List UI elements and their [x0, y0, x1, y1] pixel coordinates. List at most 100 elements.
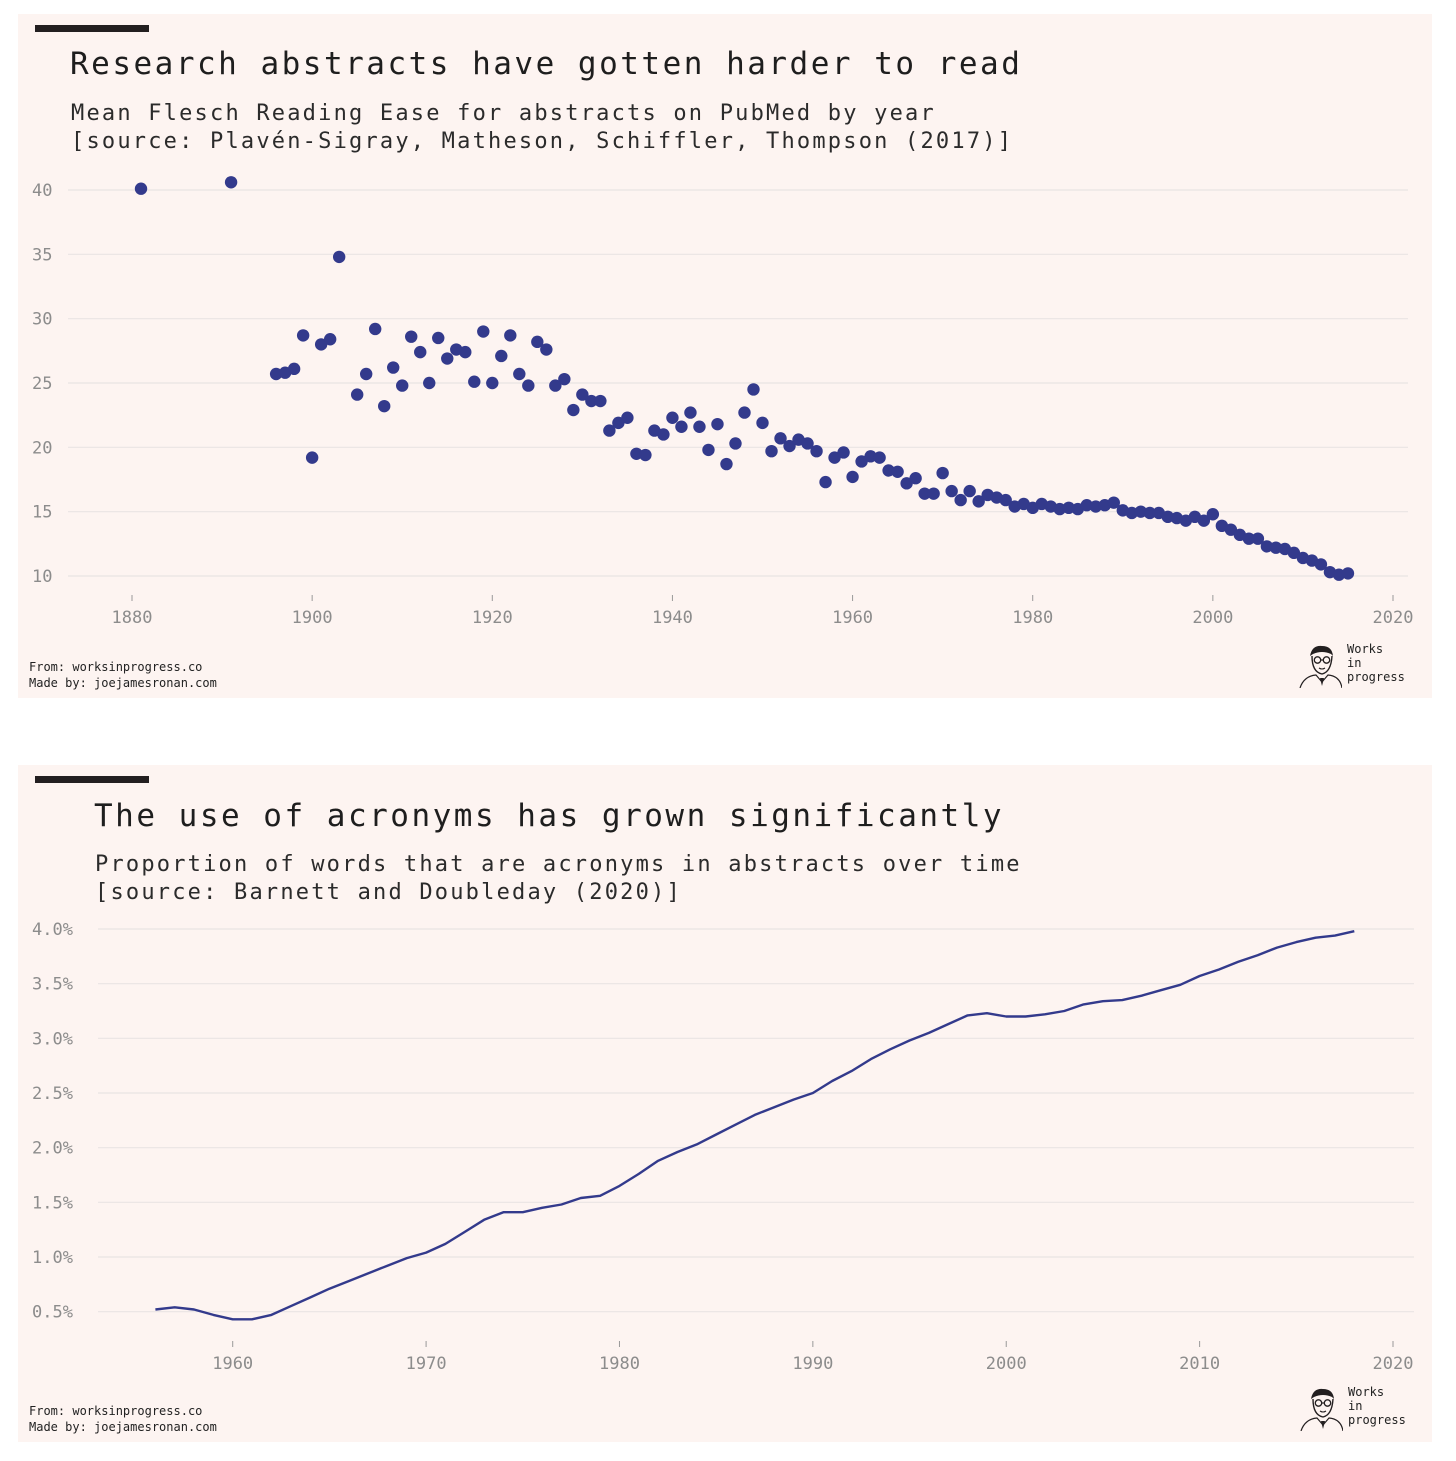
credit-from: From: worksinprogress.co: [29, 660, 203, 674]
data-point: [477, 325, 490, 338]
data-point: [441, 352, 454, 365]
logo-word-works: Works: [1348, 1385, 1385, 1399]
data-point: [594, 394, 607, 408]
portrait-sketch-icon: [1300, 1388, 1343, 1431]
acronyms-line-chart: 0.5% 1.0% 1.5% 2.0% 2.5% 3.0% 3.5% 4.0% 1960 1970…: [32, 920, 1414, 1374]
data-point: [549, 379, 562, 392]
data-point: [603, 424, 616, 437]
y-tick-label: 15: [32, 503, 52, 523]
data-point: [558, 372, 571, 386]
y-tick-label: 2.5%: [32, 1084, 73, 1104]
data-point: [909, 472, 922, 485]
y-tick-label: 3.0%: [32, 1029, 73, 1049]
data-point: [900, 477, 913, 490]
data-point: [332, 250, 346, 264]
data-point: [684, 406, 697, 419]
x-tick-label: 1990: [792, 1354, 833, 1374]
y-tick-label: 40: [32, 181, 52, 201]
data-point: [873, 451, 886, 464]
data-point: [468, 375, 481, 388]
credits: From: worksinprogress.co Made by: joejam…: [29, 659, 217, 691]
chart-title: The use of acronyms has grown significan…: [94, 798, 1005, 834]
chart-panel-acronyms: The use of acronyms has grown significan…: [18, 765, 1432, 1442]
data-point: [305, 451, 319, 464]
data-point: [819, 475, 832, 489]
credit-made-by: Made by: joejamesronan.com: [29, 676, 217, 690]
subtitle-line: Proportion of words that are acronyms in…: [95, 852, 1022, 877]
credits: From: worksinprogress.co Made by: joejam…: [29, 1403, 217, 1435]
x-tick-label: 1980: [1012, 608, 1053, 628]
y-tick-label: 1.5%: [32, 1193, 73, 1213]
data-point: [675, 420, 688, 433]
data-point: [666, 411, 679, 424]
data-point: [963, 484, 976, 498]
data-point: [585, 394, 598, 408]
x-tick-label: 1980: [599, 1354, 640, 1374]
data-point: [1287, 546, 1301, 560]
x-tick-label: 2000: [1192, 608, 1233, 628]
y-tick-label: 4.0%: [32, 920, 73, 940]
data-point: [368, 322, 382, 336]
subtitle-source: [source: Plavén-Sigray, Matheson, Schiff…: [71, 129, 1014, 154]
data-point: [504, 329, 517, 342]
portrait-sketch-icon: [1299, 645, 1342, 688]
works-in-progress-logo: Works in progress: [1298, 642, 1428, 692]
data-point: [729, 437, 742, 450]
series-line: [155, 930, 1355, 1321]
data-point: [837, 446, 850, 459]
data-point: [1206, 508, 1220, 521]
data-point: [972, 495, 985, 508]
x-tick-label: 1900: [292, 608, 333, 628]
y-tick-label: 25: [32, 374, 52, 394]
data-point: [612, 416, 625, 430]
data-point: [657, 428, 670, 441]
x-tick-label: 1940: [652, 608, 693, 628]
data-point: [693, 420, 706, 433]
data-point: [1341, 567, 1355, 580]
chart-subtitle: Mean Flesch Reading Ease for abstracts o…: [71, 100, 1013, 156]
accent-bar: [35, 25, 149, 32]
data-point: [999, 493, 1012, 507]
data-point: [1314, 558, 1328, 571]
x-tick-label: 2020: [1373, 608, 1414, 628]
data-point: [1107, 496, 1120, 509]
data-point: [378, 399, 391, 413]
data-point: [711, 417, 724, 431]
data-point: [774, 432, 787, 445]
data-point: [387, 361, 400, 374]
data-point: [513, 367, 526, 381]
subtitle-source: [source: Barnett and Doubleday (2020)]: [95, 880, 682, 905]
data-point: [296, 329, 310, 342]
data-point: [323, 333, 337, 346]
reading-ease-scatter-plot: 10 15 20 25 30 35 40 1880 1900 1920 1940 1960 1980 20…: [32, 176, 1414, 628]
data-point: [918, 487, 931, 500]
data-point: [1224, 523, 1238, 536]
credit-from: From: worksinprogress.co: [29, 1404, 203, 1418]
data-point: [134, 182, 148, 195]
credit-made-by: Made by: joejamesronan.com: [29, 1420, 217, 1434]
x-tick-label: 2020: [1373, 1354, 1414, 1374]
chart-title: Research abstracts have gotten harder to…: [70, 46, 1023, 82]
data-point: [765, 444, 778, 458]
data-point: [314, 338, 328, 351]
data-point: [801, 437, 814, 450]
data-point: [702, 443, 715, 457]
logo-word-works: Works: [1347, 642, 1384, 656]
data-point: [738, 406, 751, 419]
data-point: [936, 466, 949, 480]
data-point: [954, 493, 967, 507]
logo-word-in: in: [1348, 1399, 1363, 1413]
y-tick-label: 30: [32, 310, 52, 330]
logo-word-progress: progress: [1347, 670, 1405, 684]
data-point: [414, 345, 427, 359]
data-point: [432, 331, 445, 345]
data-point: [540, 343, 553, 356]
y-tick-label: 3.5%: [32, 975, 73, 995]
x-tick-label: 1920: [472, 608, 513, 628]
data-point: [621, 411, 634, 424]
data-point: [828, 451, 841, 464]
y-tick-label: 35: [32, 245, 52, 265]
data-point: [756, 416, 769, 430]
subtitle-line: Mean Flesch Reading Ease for abstracts o…: [71, 101, 936, 126]
data-point: [855, 455, 868, 468]
